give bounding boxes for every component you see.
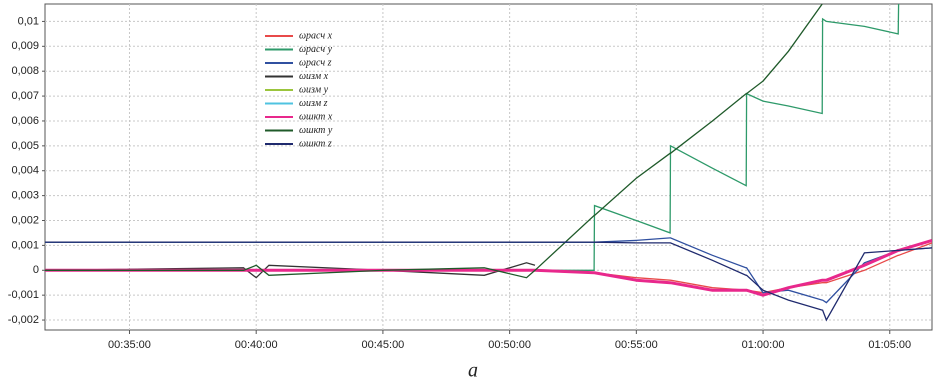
- legend-label: ωизм z: [299, 98, 328, 109]
- caption: a: [468, 360, 478, 382]
- legend-label: ωрасч z: [299, 57, 332, 68]
- x-tick-label: 00:45:00: [361, 339, 404, 351]
- x-tick-label: 00:55:00: [615, 339, 658, 351]
- y-tick-label: 0,004: [11, 165, 39, 177]
- legend-label: ωизм y: [299, 84, 329, 95]
- legend-label: ωрасч x: [299, 30, 333, 41]
- y-tick-label: 0,006: [11, 115, 39, 127]
- y-tick-label: -0,001: [8, 289, 39, 301]
- y-tick-label: 0: [33, 264, 39, 276]
- y-tick-label: 0,01: [18, 15, 39, 27]
- x-tick-label: 01:05:00: [868, 339, 911, 351]
- y-tick-label: 0,007: [11, 90, 39, 102]
- legend-label: ωшкт x: [299, 111, 333, 122]
- legend: ωрасч x ωрасч y ωрасч z ωизм x ωизм y ωизм z ω…: [265, 30, 333, 149]
- x-tick-label: 00:40:00: [235, 339, 278, 351]
- legend-label: ωшкт z: [299, 138, 332, 149]
- y-tick-label: 0,002: [11, 214, 39, 226]
- y-tick-label: 0,009: [11, 40, 39, 52]
- x-tick-label: 01:00:00: [742, 339, 785, 351]
- series-line: [45, 4, 823, 279]
- series-line: [45, 241, 932, 322]
- legend-label: ωрасч y: [299, 44, 333, 55]
- legend-label: ωшкт y: [299, 125, 333, 136]
- lines: [45, 4, 932, 322]
- x-tick-label: 00:50:00: [488, 339, 531, 351]
- y-tick-label: -0,002: [8, 314, 39, 326]
- y-tick-label: 0,005: [11, 140, 39, 152]
- x-tick-label: 00:35:00: [108, 339, 151, 351]
- plot-frame: [44, 3, 933, 331]
- y-tick-label: 0,001: [11, 239, 39, 251]
- y-tick-label: 0,008: [11, 65, 39, 77]
- y-tick-label: 0,003: [11, 190, 39, 202]
- legend-label: ωизм x: [299, 71, 329, 82]
